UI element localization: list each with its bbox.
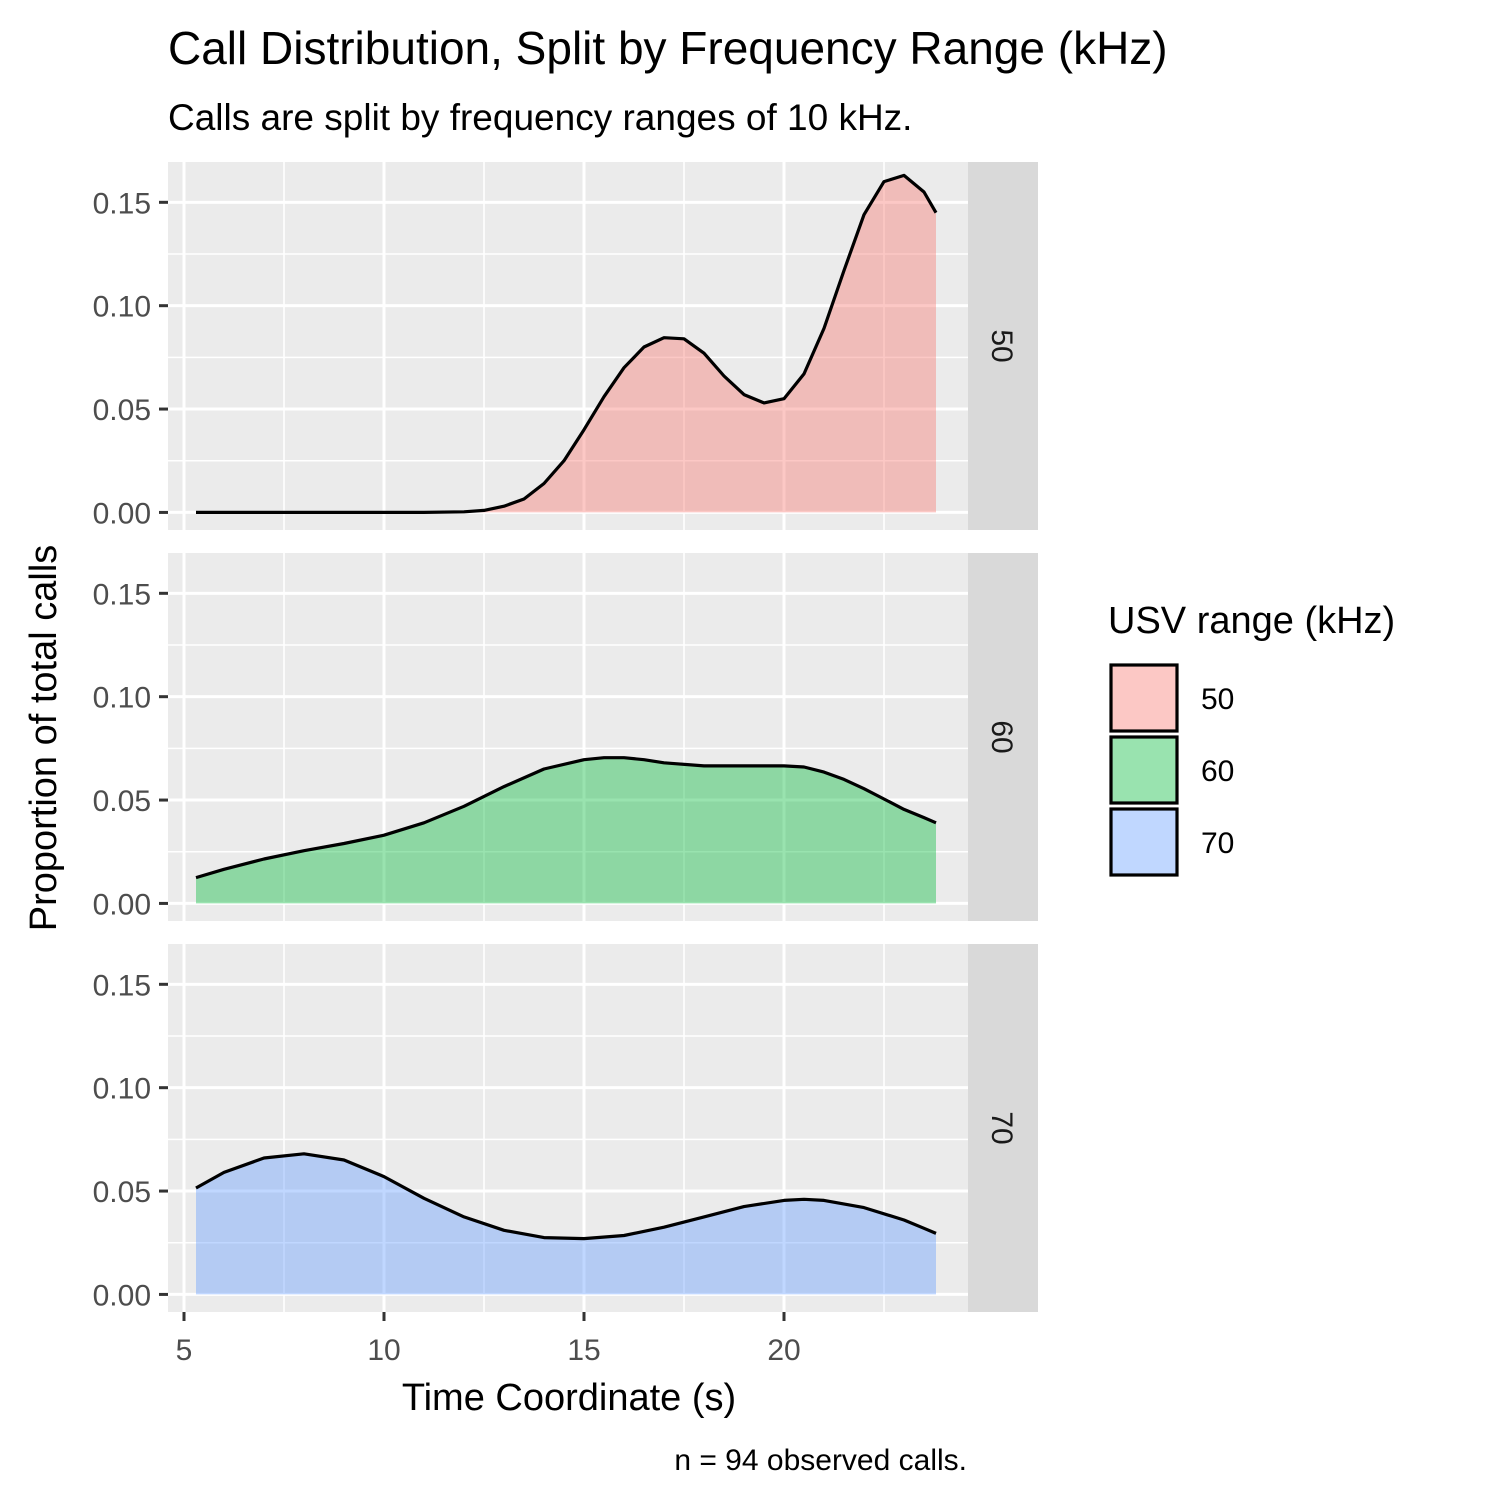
facet-strip: [968, 553, 1038, 921]
legend-label-50: 50: [1201, 683, 1234, 716]
x-axis-label: Time Coordinate (s): [402, 1377, 736, 1419]
facet-strip-label: 50: [985, 329, 1018, 362]
facet-panel-50: 0.00 0.05 0.10 0.15 50: [93, 162, 1038, 530]
density-line-70: [195, 1152, 937, 1241]
legend-label-60: 60: [1201, 755, 1234, 788]
density-area-70: [196, 1153, 936, 1295]
caption: n = 94 observed calls.: [674, 1444, 967, 1477]
y-axis-label: Proportion of total calls: [23, 545, 65, 932]
legend-key-60: [1109, 735, 1179, 805]
y-tick-label: 0.00: [93, 888, 151, 921]
y-tick-label: 0.10: [93, 1073, 151, 1106]
panel-background: [168, 944, 968, 1312]
facet-strip-label: 70: [985, 1111, 1018, 1144]
plot-layer: 0.000.050.100.15500.000.050.100.15600.00…: [93, 162, 1234, 1367]
chart-subtitle: Calls are split by frequency ranges of 1…: [168, 97, 912, 138]
density-area-60: [196, 757, 936, 904]
y-tick-label: 0.05: [93, 785, 151, 818]
facet-panel-70: 0.00 0.05 0.10 0.15 70: [93, 944, 1038, 1312]
x-tick-label: 20: [767, 1334, 800, 1367]
legend-label-70: 70: [1201, 827, 1234, 860]
facet-strip-label: 60: [985, 720, 1018, 753]
y-tick-label: 0.10: [93, 291, 151, 324]
y-tick-label: 0.00: [93, 1279, 151, 1312]
facet-strip: [968, 944, 1038, 1312]
density-line-50: [196, 173, 938, 514]
x-tick-label: 15: [567, 1334, 600, 1367]
panel-background: [168, 553, 968, 921]
y-tick-label: 0.05: [93, 394, 151, 427]
chart-title: Call Distribution, Split by Frequency Ra…: [168, 22, 1168, 74]
y-tick-label: 0.15: [93, 969, 151, 1002]
density-line-60: [195, 756, 937, 880]
y-tick-label: 0.10: [93, 682, 151, 715]
y-tick-label: 0.05: [93, 1176, 151, 1209]
y-tick-label: 0.00: [93, 497, 151, 530]
x-tick-label: 10: [367, 1334, 400, 1367]
y-tick-label: 0.15: [93, 578, 151, 611]
y-tick-label: 0.15: [93, 187, 151, 220]
facet-panel-60: 0.00 0.05 0.10 0.15 60: [93, 553, 1038, 921]
facet-strip: [968, 162, 1038, 530]
density-area-50: [196, 175, 936, 513]
x-tick-label: 5: [176, 1334, 193, 1367]
legend-key-50: [1109, 663, 1179, 733]
legend-title: USV range (kHz): [1108, 600, 1395, 642]
legend-key-70: [1109, 807, 1179, 877]
panel-background: [168, 162, 968, 530]
